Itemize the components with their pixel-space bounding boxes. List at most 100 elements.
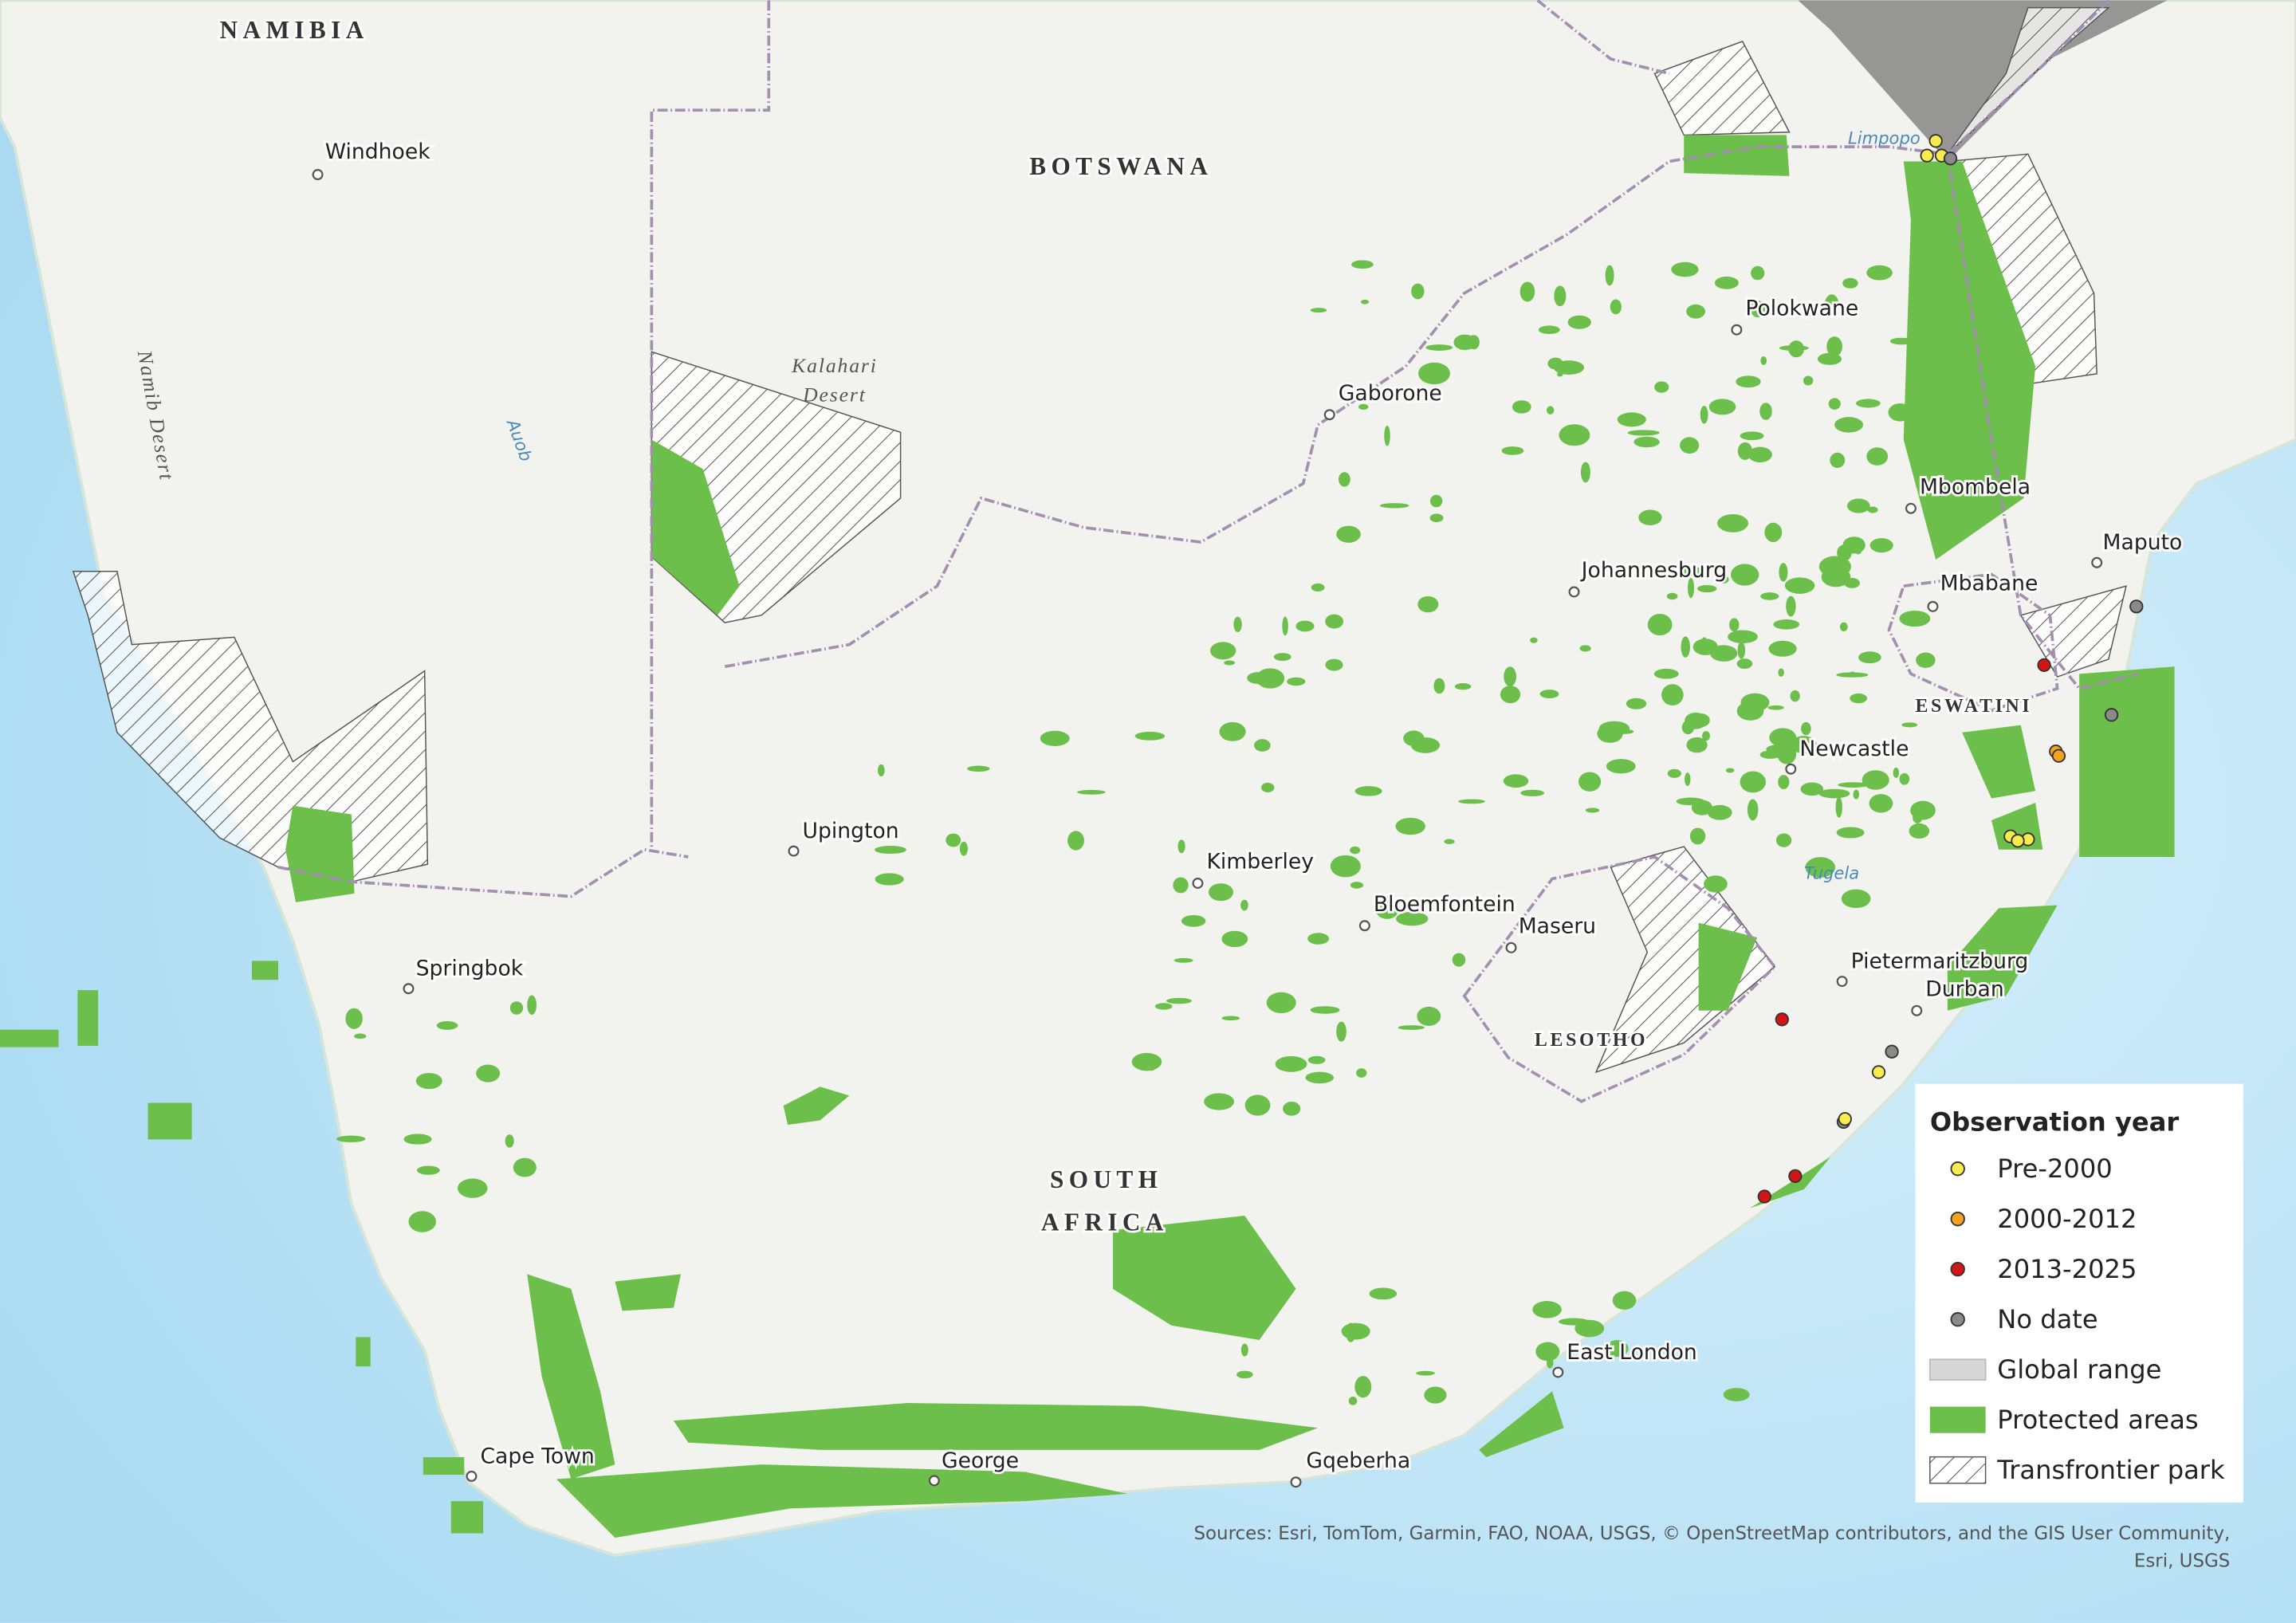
protected-area — [356, 1337, 371, 1367]
observation-point — [1928, 134, 1943, 148]
protected-area — [1210, 642, 1236, 660]
protected-areas — [0, 135, 2175, 1539]
protected-area — [1691, 800, 1713, 815]
protected-area — [1354, 1376, 1372, 1398]
legend-label: 2013-2025 — [1997, 1254, 2137, 1284]
protected-area — [1131, 1052, 1162, 1071]
protected-area — [1836, 827, 1865, 839]
protected-area — [1947, 905, 2058, 1011]
protected-area — [1173, 877, 1189, 894]
protected-area — [1704, 875, 1728, 893]
city-label: Gqeberha — [1306, 1448, 1410, 1473]
legend-label: Transfrontier park — [1996, 1455, 2225, 1485]
protected-area — [1559, 424, 1590, 446]
protected-area — [1567, 315, 1591, 329]
protected-area — [1866, 447, 1889, 466]
legend-symbol — [1929, 1406, 1986, 1433]
protected-area — [1691, 713, 1710, 728]
protected-area — [1784, 577, 1815, 594]
protected-area — [1767, 705, 1784, 710]
city-dot — [1905, 502, 1917, 514]
protected-area — [1273, 653, 1292, 662]
protected-area — [1862, 770, 1889, 790]
city-dot — [1505, 941, 1517, 953]
country-label: LESOTHO — [1535, 1030, 1648, 1051]
protected-area — [1826, 336, 1842, 357]
protected-area — [1616, 729, 1634, 734]
protected-area — [1261, 782, 1275, 793]
protected-area — [1853, 789, 1860, 800]
protected-area — [1850, 693, 1867, 704]
protected-area — [1736, 701, 1764, 721]
country-labels: NAMIBIA BOTSWANA SOUTH AFRICA ESWATINI L… — [218, 14, 2032, 1238]
protected-area — [1606, 1340, 1629, 1358]
cities: Windhoek Gaborone Polokwane Mbombela Maputo M… — [312, 137, 2184, 1488]
protected-area — [1268, 999, 1276, 1009]
protected-area — [1411, 283, 1425, 300]
protected-area — [1325, 658, 1343, 671]
protected-area — [1454, 683, 1472, 690]
protected-area — [1233, 616, 1242, 632]
protected-area — [513, 1157, 537, 1177]
city-dot — [1785, 763, 1797, 775]
protected-area — [959, 841, 968, 856]
protected-area — [1869, 538, 1893, 553]
protected-area — [1425, 344, 1453, 351]
transfrontier-park — [72, 571, 429, 882]
protected-area — [436, 1021, 458, 1030]
protected-area — [673, 1403, 1319, 1450]
protected-area — [251, 961, 278, 980]
protected-area — [1418, 362, 1450, 385]
protected-area — [1800, 782, 1824, 796]
protected-area — [1903, 161, 2036, 560]
protected-area — [1597, 725, 1623, 743]
protected-area — [1778, 668, 1784, 677]
protected-area — [1817, 352, 1842, 365]
transfrontier-park — [1653, 40, 1791, 136]
protected-area — [1736, 375, 1761, 388]
city-dot — [1927, 600, 1939, 612]
protected-area — [1760, 592, 1779, 600]
transfrontier-park — [2019, 585, 2127, 678]
observation-point — [2037, 658, 2051, 672]
protected-area — [1247, 672, 1269, 684]
protected-area — [1585, 808, 1600, 813]
protected-area — [1818, 788, 1850, 799]
protected-area — [1417, 1006, 1441, 1026]
protected-area — [1708, 399, 1736, 415]
protected-area — [1358, 403, 1369, 411]
protected-area — [450, 1501, 484, 1534]
protected-area — [1452, 953, 1466, 967]
protected-area — [1684, 135, 1790, 176]
protected-area — [783, 1087, 850, 1126]
protected-area — [1837, 544, 1852, 561]
legend-symbol — [1928, 1358, 1987, 1381]
protected-area — [1899, 610, 1931, 627]
city-dot — [1192, 878, 1204, 889]
protected-area — [1759, 403, 1772, 420]
protected-area — [1360, 299, 1370, 305]
observation-point — [1775, 1012, 1789, 1027]
sources: Sources: Esri, TomTom, Garmin, FAO, NOAA… — [1193, 1523, 2230, 1544]
protected-area — [1307, 933, 1330, 945]
protected-area — [1246, 1304, 1264, 1326]
protected-area — [1766, 744, 1798, 754]
city-label: Maputo — [2103, 530, 2183, 555]
protected-area — [615, 1274, 682, 1311]
city-dot — [1731, 324, 1743, 336]
protected-area — [878, 764, 885, 777]
protected-area — [1040, 730, 1070, 746]
river-label: Limpopo — [1848, 128, 1921, 147]
region-label: Kalahari — [791, 354, 878, 377]
protected-area — [1839, 622, 1848, 632]
protected-area — [77, 990, 99, 1046]
protected-area — [1634, 436, 1660, 448]
protected-area — [1909, 823, 1930, 839]
global-range — [1798, 0, 2168, 162]
observation-point — [1943, 151, 1958, 166]
protected-area — [1606, 759, 1636, 774]
protected-area — [1612, 1291, 1637, 1310]
protected-area — [1240, 1343, 1248, 1357]
protected-area — [1740, 431, 1764, 441]
protected-area — [1219, 721, 1246, 741]
